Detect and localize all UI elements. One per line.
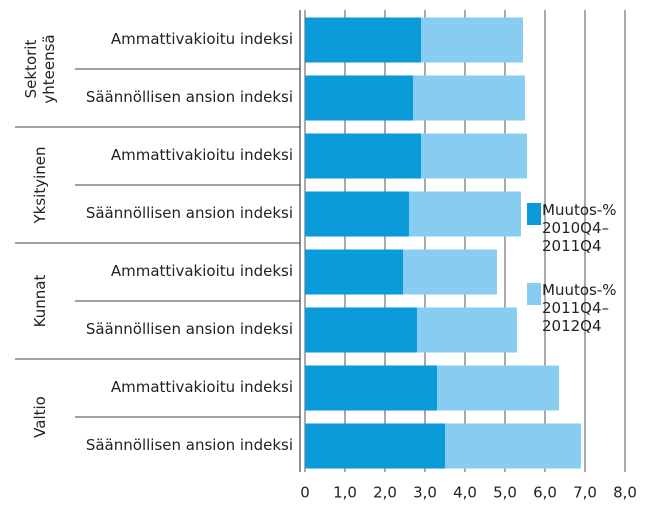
x-tick-label: 6,0 <box>533 484 557 502</box>
x-tick-label: 3,0 <box>413 484 437 502</box>
bar <box>305 249 403 295</box>
bar <box>413 75 525 121</box>
bar <box>421 17 523 63</box>
bar <box>409 191 521 237</box>
bar <box>417 307 517 353</box>
bar <box>305 17 421 63</box>
category-label: Ammattivakioitu indeksi <box>110 146 293 164</box>
legend-swatch <box>527 203 541 225</box>
bar <box>305 307 417 353</box>
category-label: Ammattivakioitu indeksi <box>110 30 293 48</box>
bar <box>403 249 497 295</box>
bar <box>305 423 445 469</box>
bar <box>421 133 527 179</box>
legend-label: Muutos-% 2011Q4–2012Q4 <box>542 281 617 335</box>
x-tick-label: 0 <box>300 484 310 502</box>
bar <box>305 191 409 237</box>
x-tick-label: 2,0 <box>373 484 397 502</box>
category-label: Säännöllisen ansion indeksi <box>85 88 293 106</box>
x-tick-label: 5,0 <box>493 484 517 502</box>
group-label: Sektorit yhteensä <box>22 34 58 104</box>
group-label: Valtio <box>31 396 49 438</box>
bar <box>445 423 581 469</box>
category-label: Säännöllisen ansion indeksi <box>85 436 293 454</box>
bar <box>305 365 437 411</box>
group-label: Kunnat <box>31 274 49 328</box>
group-label: Yksityinen <box>31 146 49 224</box>
category-label: Ammattivakioitu indeksi <box>110 378 293 396</box>
legend-label: Muutos-% 2010Q4–2011Q4 <box>542 201 617 255</box>
x-tick-label: 7,0 <box>573 484 597 502</box>
category-label: Säännöllisen ansion indeksi <box>85 320 293 338</box>
category-label: Säännöllisen ansion indeksi <box>85 204 293 222</box>
bar <box>305 133 421 179</box>
category-label: Ammattivakioitu indeksi <box>110 262 293 280</box>
x-tick-label: 4,0 <box>453 484 477 502</box>
bar <box>305 75 413 121</box>
bar <box>437 365 559 411</box>
x-tick-label: 8,0 <box>613 484 637 502</box>
x-tick-label: 1,0 <box>333 484 357 502</box>
legend-swatch <box>527 283 541 305</box>
